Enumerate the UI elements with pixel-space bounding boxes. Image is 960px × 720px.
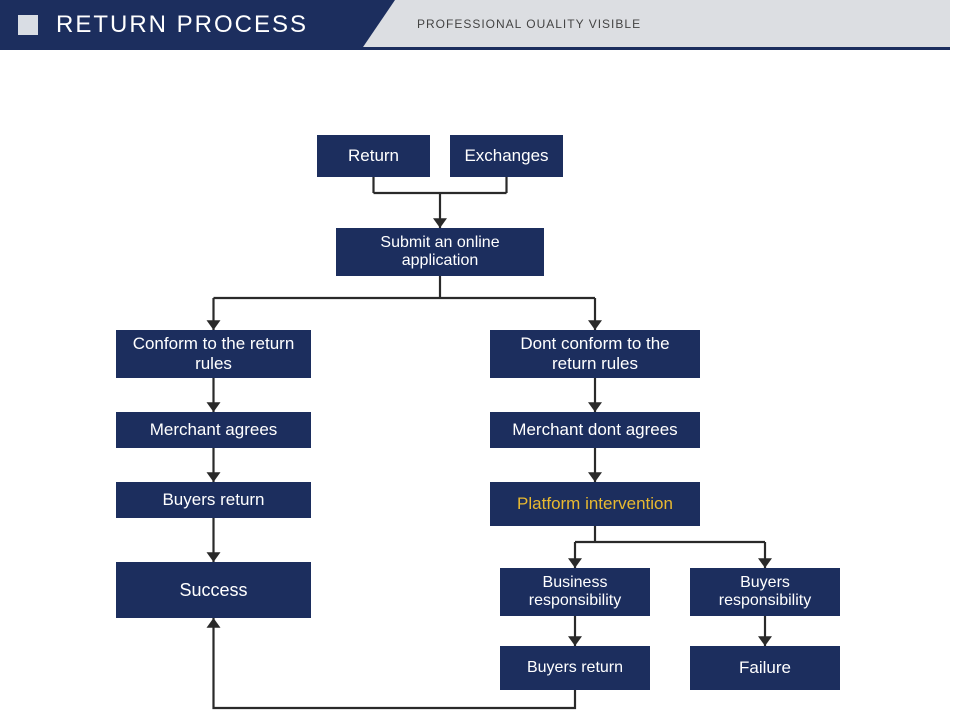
node-label-magree: Merchant agrees (150, 420, 278, 440)
node-success: Success (116, 562, 311, 618)
node-label-busresp: Business responsibility (508, 574, 642, 611)
node-busresp: Business responsibility (500, 568, 650, 616)
header-subtitle: PROFESSIONAL OUALITY VISIBLE (417, 17, 641, 31)
node-mdont: Merchant dont agrees (490, 412, 700, 448)
node-dontconform: Dont conform to the return rules (490, 330, 700, 378)
node-label-failure: Failure (739, 658, 791, 678)
node-return: Return (317, 135, 430, 177)
node-submit: Submit an online application (336, 228, 544, 276)
node-conform: Conform to the return rules (116, 330, 311, 378)
node-buyret2: Buyers return (500, 646, 650, 690)
header-title: RETURN PROCESS (56, 11, 308, 39)
node-label-buyret2: Buyers return (527, 659, 623, 677)
node-buyret1: Buyers return (116, 482, 311, 518)
node-exchanges: Exchanges (450, 135, 563, 177)
header-square-icon (18, 15, 38, 35)
node-label-exchanges: Exchanges (464, 146, 548, 166)
node-failure: Failure (690, 646, 840, 690)
node-label-return: Return (348, 146, 399, 166)
node-buyresp: Buyers responsibility (690, 568, 840, 616)
node-label-mdont: Merchant dont agrees (512, 420, 677, 440)
node-label-submit: Submit an online application (344, 234, 536, 271)
node-label-platform: Platform intervention (517, 494, 673, 514)
node-label-conform: Conform to the return rules (124, 334, 303, 373)
header-title-bar: RETURN PROCESS (0, 0, 395, 50)
node-label-buyresp: Buyers responsibility (698, 574, 832, 611)
node-label-buyret1: Buyers return (162, 490, 264, 510)
node-label-success: Success (179, 580, 247, 601)
flow-canvas: Return Exchanges Submit an online applicat… (0, 50, 960, 720)
node-label-dontconform: Dont conform to the return rules (498, 334, 692, 373)
node-platform: Platform intervention (490, 482, 700, 526)
header: PROFESSIONAL OUALITY VISIBLE RETURN PROC… (0, 0, 960, 50)
node-magree: Merchant agrees (116, 412, 311, 448)
header-subtitle-bar: PROFESSIONAL OUALITY VISIBLE (361, 0, 950, 50)
